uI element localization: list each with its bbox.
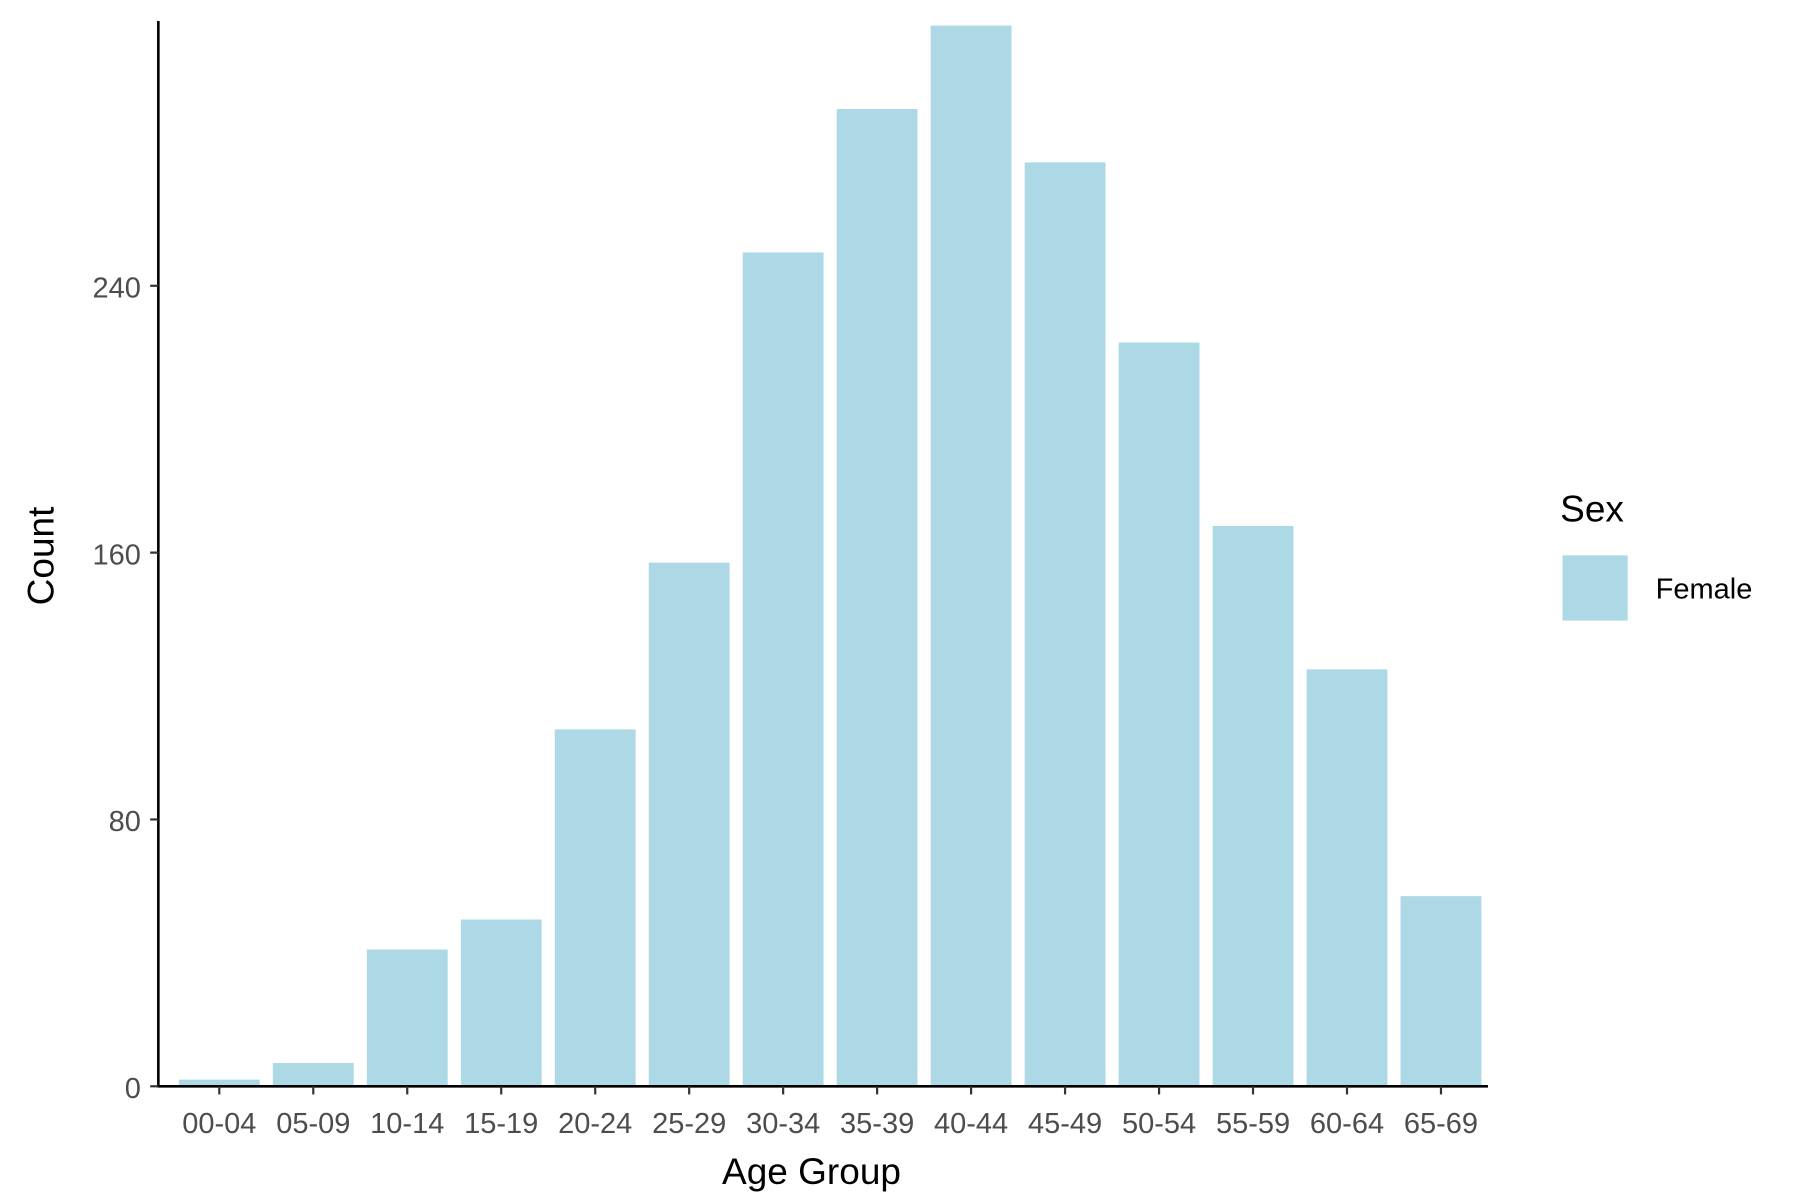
bars-layer xyxy=(178,25,1482,1087)
x-tick-label-20-24: 20-24 xyxy=(558,1108,632,1140)
x-tick-label-65-69: 65-69 xyxy=(1404,1108,1478,1140)
bar-20-24 xyxy=(554,729,636,1087)
x-tick-label-55-59: 55-59 xyxy=(1216,1108,1290,1140)
bar-55-59 xyxy=(1212,525,1294,1087)
bar-15-19 xyxy=(460,919,542,1087)
y-tick-label-80: 80 xyxy=(109,806,141,838)
bar-25-29 xyxy=(648,562,730,1087)
bar-10-14 xyxy=(366,949,448,1087)
x-tick-label-45-49: 45-49 xyxy=(1028,1108,1102,1140)
x-axis-title: Age Group xyxy=(722,1151,901,1192)
bar-00-04 xyxy=(178,1079,260,1087)
x-tick-label-05-09: 05-09 xyxy=(276,1108,350,1140)
x-tick-label-60-64: 60-64 xyxy=(1310,1108,1384,1140)
y-tick-label-240: 240 xyxy=(92,272,140,304)
bar-65-69 xyxy=(1400,896,1482,1087)
x-tick-label-25-29: 25-29 xyxy=(652,1108,726,1140)
x-tick-label-00-04: 00-04 xyxy=(182,1108,256,1140)
x-tick-label-40-44: 40-44 xyxy=(934,1108,1008,1140)
bar-50-54 xyxy=(1118,342,1200,1087)
bar-40-44 xyxy=(930,25,1012,1087)
ticks-layer: 0 80 160 240 00-04 05-09 10-14 15-19 20-24 25-29 3… xyxy=(92,272,1478,1139)
bar-05-09 xyxy=(272,1062,354,1087)
x-tick-label-15-19: 15-19 xyxy=(464,1108,538,1140)
legend-swatch-female xyxy=(1562,555,1628,621)
legend-label-female: Female xyxy=(1656,573,1753,605)
x-tick-label-30-34: 30-34 xyxy=(746,1108,820,1140)
bar-30-34 xyxy=(742,252,824,1087)
x-tick-label-50-54: 50-54 xyxy=(1122,1108,1196,1140)
bar-45-49 xyxy=(1024,162,1106,1087)
legend: Sex Female xyxy=(1560,489,1752,621)
x-tick-label-10-14: 10-14 xyxy=(370,1108,444,1140)
legend-title: Sex xyxy=(1560,489,1624,530)
x-tick-label-35-39: 35-39 xyxy=(840,1108,914,1140)
y-tick-label-0: 0 xyxy=(125,1073,141,1105)
y-tick-label-160: 160 xyxy=(92,539,140,571)
bar-35-39 xyxy=(836,109,918,1087)
y-axis-title: Count xyxy=(21,506,62,605)
bar-60-64 xyxy=(1306,669,1388,1087)
